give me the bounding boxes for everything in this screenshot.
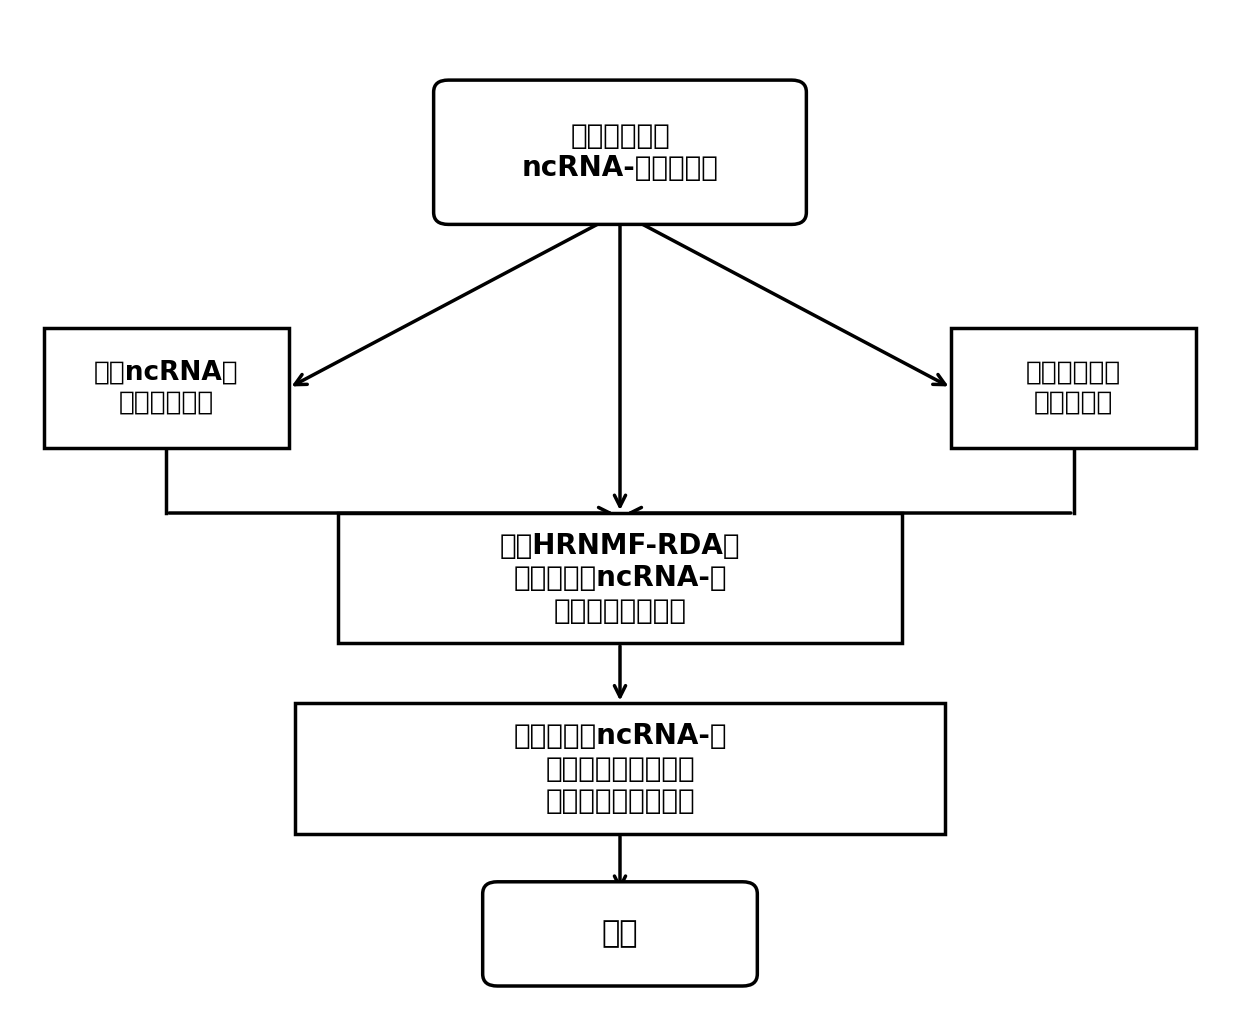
FancyBboxPatch shape (339, 513, 901, 643)
FancyBboxPatch shape (482, 882, 758, 986)
Text: 使用HRNMF-RDA核
心算法计算ncRNA-疾
病关联对关系分数: 使用HRNMF-RDA核 心算法计算ncRNA-疾 病关联对关系分数 (500, 531, 740, 625)
Text: 计算疾病高斯
谱核相似性: 计算疾病高斯 谱核相似性 (1025, 360, 1121, 416)
FancyBboxPatch shape (951, 327, 1197, 448)
Text: 根据算出的ncRNA-疾
病关联对关系分数排
序给出最终预测结果: 根据算出的ncRNA-疾 病关联对关系分数排 序给出最终预测结果 (513, 722, 727, 815)
FancyBboxPatch shape (43, 327, 289, 448)
FancyBboxPatch shape (434, 80, 806, 225)
FancyBboxPatch shape (295, 703, 945, 834)
Text: 输入：已知的
ncRNA-疾病关联对: 输入：已知的 ncRNA-疾病关联对 (522, 122, 718, 183)
Text: 计算ncRNA高
斯谱核相似性: 计算ncRNA高 斯谱核相似性 (94, 360, 238, 416)
Text: 结束: 结束 (601, 919, 639, 948)
